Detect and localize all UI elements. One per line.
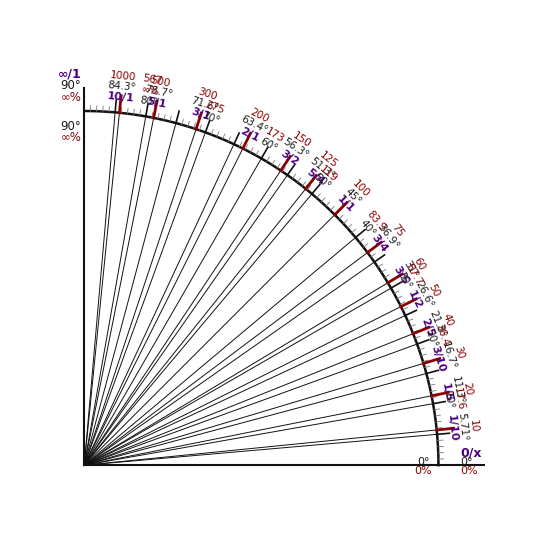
Text: ∞%: ∞% [140, 84, 160, 97]
Text: 80°: 80° [139, 94, 158, 108]
Text: 500: 500 [150, 75, 172, 89]
Text: 125: 125 [318, 150, 340, 170]
Text: 60°: 60° [259, 136, 280, 154]
Text: 20°: 20° [424, 328, 440, 349]
Text: 150: 150 [291, 130, 312, 150]
Text: 40°: 40° [357, 218, 377, 238]
Text: 11.3°: 11.3° [450, 376, 465, 406]
Text: 71.6°: 71.6° [189, 95, 219, 113]
Text: 3/1: 3/1 [190, 107, 212, 123]
Text: 70°: 70° [200, 110, 221, 126]
Text: 0°: 0° [417, 457, 429, 467]
Text: 78.7°: 78.7° [144, 84, 174, 100]
Text: 1/5: 1/5 [440, 382, 454, 403]
Text: 5/1: 5/1 [146, 96, 167, 110]
Text: 10/1: 10/1 [107, 91, 135, 104]
Text: 300: 300 [197, 86, 219, 102]
Text: 84.3°: 84.3° [107, 80, 137, 93]
Text: 63.4°: 63.4° [240, 114, 269, 136]
Text: 3/10: 3/10 [430, 345, 447, 374]
Text: 75: 75 [389, 222, 405, 239]
Text: 275: 275 [203, 100, 225, 116]
Text: 50°: 50° [312, 172, 332, 192]
Text: 1/10: 1/10 [446, 414, 458, 442]
Text: 45°: 45° [343, 186, 363, 206]
Text: 10°: 10° [442, 391, 455, 411]
Text: 17.6: 17.6 [452, 387, 466, 411]
Text: 16.7°: 16.7° [440, 341, 457, 371]
Text: 0/x: 0/x [460, 447, 482, 460]
Text: 36.9°: 36.9° [376, 222, 401, 251]
Text: 83.9: 83.9 [364, 208, 387, 233]
Text: 40: 40 [440, 312, 455, 328]
Text: 100: 100 [350, 178, 372, 199]
Text: 3/5: 3/5 [392, 264, 410, 286]
Text: 21.8°: 21.8° [428, 309, 447, 339]
Text: 3/2: 3/2 [279, 148, 300, 167]
Text: 3/4: 3/4 [370, 232, 390, 254]
Text: 60: 60 [412, 255, 427, 272]
Text: 173: 173 [264, 126, 286, 145]
Text: 200: 200 [248, 106, 271, 124]
Text: 567: 567 [141, 73, 163, 86]
Text: 20: 20 [462, 381, 474, 396]
Text: 0%: 0% [414, 467, 432, 476]
Text: 5/4: 5/4 [305, 167, 326, 187]
Text: ∞/1: ∞/1 [57, 68, 81, 80]
Text: 50: 50 [427, 282, 441, 298]
Text: 0°: 0° [460, 457, 472, 467]
Text: 90°: 90° [60, 79, 81, 92]
Text: 90°: 90° [60, 120, 81, 133]
Text: 0%: 0% [460, 467, 478, 476]
Text: 30°: 30° [395, 270, 413, 291]
Text: 5.71°: 5.71° [456, 413, 469, 442]
Text: 31°: 31° [401, 259, 420, 280]
Text: 119: 119 [318, 164, 340, 184]
Text: 1000: 1000 [110, 70, 137, 82]
Text: 51.3°: 51.3° [308, 156, 336, 181]
Text: 2/1: 2/1 [239, 126, 261, 144]
Text: 26.6°: 26.6° [414, 280, 435, 310]
Text: 2/5: 2/5 [419, 317, 436, 339]
Text: ∞%: ∞% [60, 91, 81, 104]
Text: 30: 30 [452, 345, 465, 361]
Text: 56.3°: 56.3° [281, 137, 310, 161]
Text: 10: 10 [468, 419, 479, 433]
Text: 1/1: 1/1 [335, 193, 356, 214]
Text: 1/2: 1/2 [406, 289, 423, 310]
Text: 57.7: 57.7 [403, 262, 424, 288]
Text: ∞%: ∞% [60, 131, 81, 144]
Text: 36.4: 36.4 [433, 322, 450, 348]
